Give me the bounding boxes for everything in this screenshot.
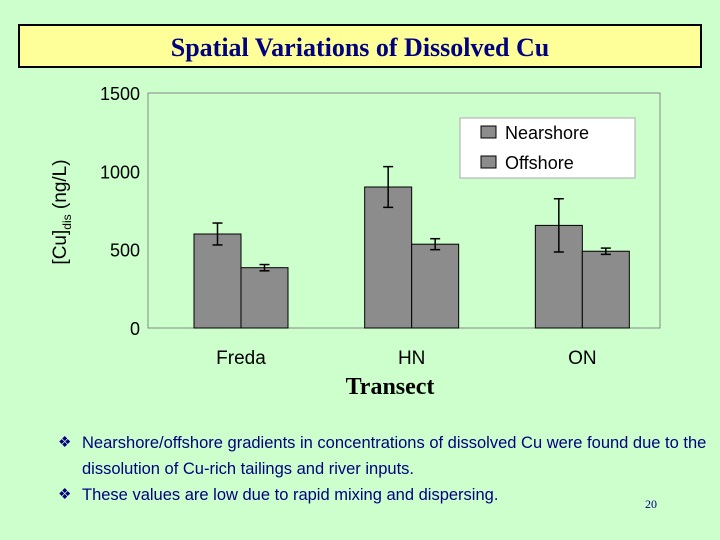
legend-swatch [480, 155, 497, 169]
title-box: Spatial Variations of Dissolved Cu [18, 24, 702, 68]
x-axis-title: Transect [345, 374, 435, 400]
y-tick-label: 1000 [100, 162, 140, 182]
y-axis-label: [Cu]dis (ng/L) [50, 159, 74, 264]
x-tick-label: Freda [216, 348, 266, 369]
slide-title: Spatial Variations of Dissolved Cu [170, 33, 550, 62]
bullet-text: Nearshore/offshore gradients in concentr… [82, 434, 707, 478]
legend-swatch [480, 125, 497, 139]
bullet-text: These values are low due to rapid mixing… [82, 486, 499, 504]
y-tick-label: 500 [110, 241, 140, 261]
diamond-bullet-icon: ❖ [58, 434, 72, 451]
bullet-list: ❖ Nearshore/offshore gradients in concen… [58, 430, 708, 508]
page-number: 20 [645, 497, 657, 511]
legend-label: Offshore [505, 153, 574, 173]
bullet-item: ❖ Nearshore/offshore gradients in concen… [58, 430, 708, 482]
bullet-item: ❖ These values are low due to rapid mixi… [58, 482, 708, 508]
bar-nearshore-freda [193, 233, 242, 329]
bar-offshore-on [581, 250, 630, 329]
diamond-bullet-icon: ❖ [58, 486, 72, 503]
y-tick-label: 1500 [100, 84, 140, 104]
y-tick-label: 0 [130, 319, 140, 339]
bar-offshore-hn [411, 243, 460, 329]
x-tick-label: ON [568, 348, 597, 369]
legend-label: Nearshore [505, 123, 589, 143]
x-tick-label: HN [398, 348, 425, 369]
bar-offshore-freda [240, 267, 289, 329]
bar-nearshore-hn [364, 186, 413, 329]
